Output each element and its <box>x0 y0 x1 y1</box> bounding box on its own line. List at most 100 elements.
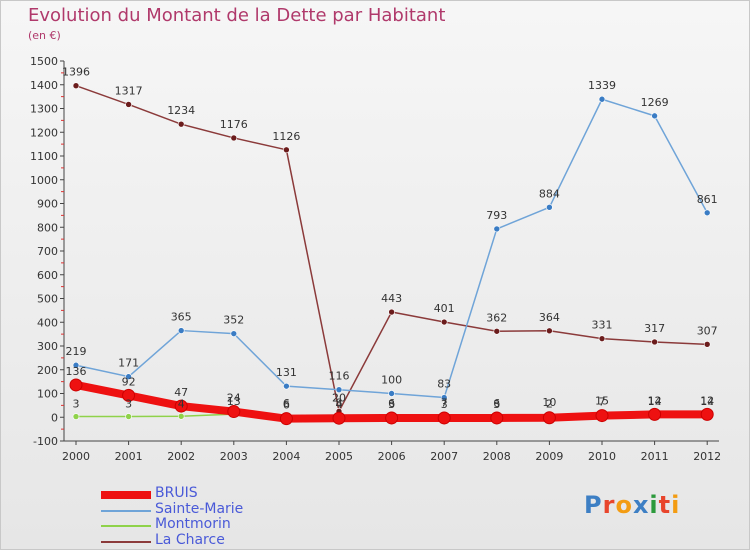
data-label: 116 <box>329 370 350 383</box>
y-tick-label: 200 <box>37 364 58 377</box>
legend-swatch <box>101 525 151 527</box>
data-label: 136 <box>66 365 87 378</box>
proxiti-logo: Proxiti <box>584 491 680 519</box>
data-point <box>283 382 290 390</box>
logo-letter: r <box>602 491 616 519</box>
x-tick-label: 2010 <box>588 450 616 463</box>
data-point <box>651 338 658 346</box>
y-tick-label: 100 <box>37 388 58 401</box>
logo-letter: x <box>632 491 650 519</box>
data-point <box>437 411 451 425</box>
data-point <box>332 411 346 425</box>
data-label: 1317 <box>115 84 143 97</box>
y-tick-label: 900 <box>37 198 58 211</box>
data-point <box>493 327 501 335</box>
logo-letter: t <box>658 491 672 519</box>
y-tick-label: 300 <box>37 340 58 353</box>
x-tick-label: 2007 <box>430 450 458 463</box>
x-tick-label: 2006 <box>378 450 406 463</box>
data-label: 4 <box>178 397 185 410</box>
logo-letter: P <box>584 491 603 519</box>
data-label: 131 <box>276 366 297 379</box>
data-point <box>546 327 553 335</box>
data-label: 4 <box>336 398 343 411</box>
data-label: 362 <box>486 311 507 324</box>
y-tick-label: 500 <box>37 293 58 306</box>
legend-label: Montmorin <box>155 516 231 532</box>
y-tick-label: 600 <box>37 269 58 282</box>
data-label: 331 <box>592 319 613 332</box>
data-point <box>493 225 501 233</box>
data-label: 7 <box>599 396 606 409</box>
data-point <box>174 399 188 413</box>
y-tick-label: 700 <box>37 245 58 258</box>
data-label: 83 <box>437 378 451 391</box>
data-label: 24 <box>227 392 241 405</box>
data-label: 3 <box>125 398 132 411</box>
data-label: 365 <box>171 311 192 324</box>
x-tick-label: 2009 <box>535 450 563 463</box>
series-line-la-charce <box>75 84 708 413</box>
data-label: 1339 <box>588 79 616 92</box>
data-point <box>440 318 448 326</box>
series-line-sainte-marie <box>75 98 708 399</box>
data-point <box>703 209 711 217</box>
x-tick-label: 2000 <box>62 450 90 463</box>
data-label: 3 <box>73 398 80 411</box>
data-point <box>177 412 185 420</box>
data-label: 1269 <box>641 96 669 109</box>
y-tick-label: 0 <box>51 411 58 424</box>
data-label: 47 <box>174 386 188 399</box>
data-point <box>703 341 711 348</box>
data-point <box>598 95 606 103</box>
data-point <box>230 330 238 337</box>
data-label: 92 <box>122 375 136 388</box>
x-tick-label: 2001 <box>115 450 143 463</box>
data-label: 352 <box>223 314 244 327</box>
logo-letter: i <box>671 491 681 519</box>
data-point <box>595 409 609 423</box>
data-label: 3 <box>441 398 448 411</box>
data-point <box>648 407 662 421</box>
data-label: 861 <box>697 193 718 206</box>
legend-label: La Charce <box>155 531 225 548</box>
data-point <box>542 411 556 425</box>
data-point <box>125 373 132 380</box>
y-tick-label: 1000 <box>30 174 58 187</box>
data-label: 3 <box>388 398 395 411</box>
data-label: 2 <box>546 398 553 411</box>
data-label: 1234 <box>167 104 195 117</box>
data-label: 884 <box>539 187 560 200</box>
x-tick-label: 2011 <box>641 450 669 463</box>
data-label: 100 <box>381 374 402 387</box>
legend-label: Sainte-Marie <box>155 500 244 517</box>
y-tick-label: 1300 <box>30 103 58 116</box>
data-label: 12 <box>648 394 662 407</box>
data-point <box>700 407 714 421</box>
data-point <box>122 388 136 402</box>
x-tick-label: 2008 <box>483 450 511 463</box>
data-point <box>598 335 606 342</box>
data-label: 6 <box>493 397 500 410</box>
data-label: 171 <box>118 357 139 370</box>
data-label: 1126 <box>272 130 300 143</box>
data-point <box>230 134 238 142</box>
chart-title: Evolution du Montant de la Dette par Hab… <box>28 5 446 26</box>
data-point <box>440 394 448 401</box>
data-label: 219 <box>66 345 87 358</box>
data-point <box>388 390 395 397</box>
y-tick-label: 1400 <box>30 79 58 92</box>
data-point <box>125 413 132 420</box>
data-point <box>335 386 343 394</box>
y-tick-label: 1100 <box>30 150 58 163</box>
data-label: 6 <box>388 397 395 410</box>
data-label: 8 <box>336 396 343 409</box>
x-tick-label: 2004 <box>272 450 300 463</box>
data-label: 364 <box>539 311 560 324</box>
chart-subtitle: (en €) <box>28 29 61 42</box>
data-point <box>125 101 132 108</box>
legend-swatch <box>101 540 151 543</box>
data-label: 15 <box>595 395 609 408</box>
